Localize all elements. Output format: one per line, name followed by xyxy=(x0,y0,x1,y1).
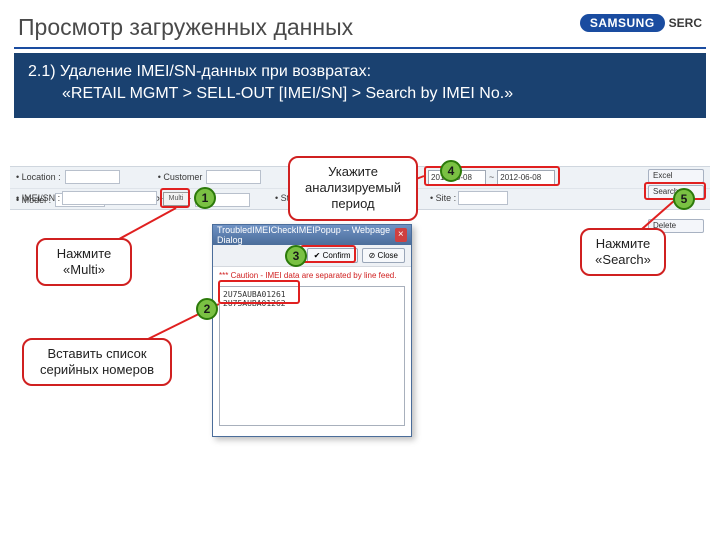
close-label: Close xyxy=(378,251,398,260)
title-rule xyxy=(14,47,706,49)
popup-title-text: TroubledIMEICheckIMEIPopup -- Webpage Di… xyxy=(217,225,395,245)
callout-multi: Нажмите «Multi» xyxy=(36,238,132,287)
brand-logo: SAMSUNG xyxy=(580,14,665,32)
subheader-line1: 2.1) Удаление IMEI/SN-данных при возврат… xyxy=(28,61,692,83)
label-customer: • Customer xyxy=(158,172,203,182)
label-site: • Site : xyxy=(430,193,456,203)
highlight-multi xyxy=(160,188,190,208)
step-badge-2: 2 xyxy=(196,298,218,320)
diagram-canvas: • Location : • Customer • Model : • Prom… xyxy=(0,118,720,498)
callout-paste: Вставить список серийных номеров xyxy=(22,338,172,387)
field-customer[interactable] xyxy=(206,170,261,184)
brand: SAMSUNG SERC xyxy=(580,14,702,32)
excel-button[interactable]: Excel xyxy=(648,169,704,183)
popup-titlebar: TroubledIMEICheckIMEIPopup -- Webpage Di… xyxy=(213,225,411,245)
step-badge-5: 5 xyxy=(673,188,695,210)
highlight-textarea xyxy=(218,280,300,304)
highlight-confirm xyxy=(300,245,356,263)
subheader: 2.1) Удаление IMEI/SN-данных при возврат… xyxy=(14,53,706,118)
label-imeisn: • IMEI/SN : xyxy=(16,193,60,203)
page-title: Просмотр загруженных данных xyxy=(18,14,353,41)
field-location[interactable] xyxy=(65,170,120,184)
subheader-line2: «RETAIL MGMT > SELL-OUT [IMEI/SN] > Sear… xyxy=(28,83,692,105)
step-badge-1: 1 xyxy=(194,187,216,209)
field-imeisn[interactable] xyxy=(62,191,157,205)
popup-close-icon[interactable]: × xyxy=(395,228,407,242)
callout-search: Нажмите «Search» xyxy=(580,228,666,277)
close-button[interactable]: ⊘ Close xyxy=(362,248,405,263)
callout-period: Укажите анализируемый период xyxy=(288,156,418,221)
brand-sub: SERC xyxy=(669,16,702,30)
step-badge-3: 3 xyxy=(285,245,307,267)
popup-textarea[interactable]: 2U75AUBA01261 2U75AUBA01262 xyxy=(219,286,405,426)
label-location: • Location : xyxy=(16,172,61,182)
step-badge-4: 4 xyxy=(440,160,462,182)
field-site[interactable] xyxy=(458,191,508,205)
